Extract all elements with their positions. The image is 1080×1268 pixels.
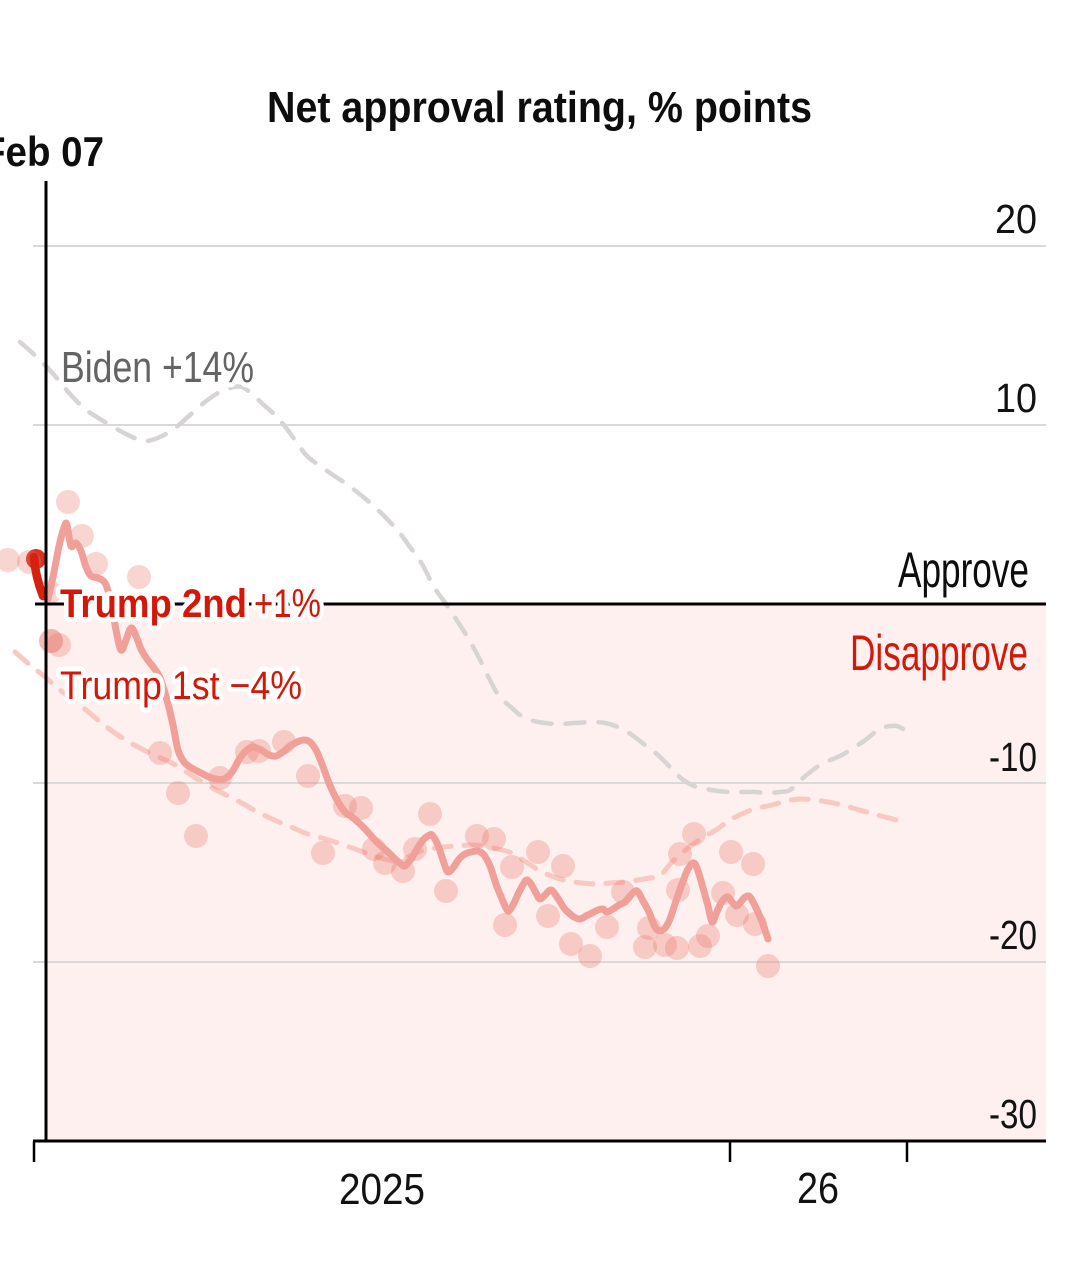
svg-text:Disapprove: Disapprove <box>850 625 1028 681</box>
svg-text:20: 20 <box>995 196 1037 242</box>
svg-text:Trump 2nd: Trump 2nd <box>60 582 247 626</box>
svg-text:2025: 2025 <box>339 1165 425 1214</box>
svg-text:-10: -10 <box>989 734 1037 780</box>
svg-text:Feb 07: Feb 07 <box>0 128 104 175</box>
svg-text:Trump 1st −4%: Trump 1st −4% <box>60 664 302 708</box>
svg-text:-30: -30 <box>989 1091 1037 1137</box>
svg-text:Biden +14%: Biden +14% <box>61 343 254 392</box>
svg-text:+1%: +1% <box>254 582 321 626</box>
svg-text:26: 26 <box>797 1164 839 1213</box>
svg-text:-20: -20 <box>989 912 1037 958</box>
svg-text:Net approval rating, % points: Net approval rating, % points <box>267 83 812 132</box>
svg-text:10: 10 <box>995 375 1037 421</box>
svg-text:Approve: Approve <box>898 542 1029 598</box>
